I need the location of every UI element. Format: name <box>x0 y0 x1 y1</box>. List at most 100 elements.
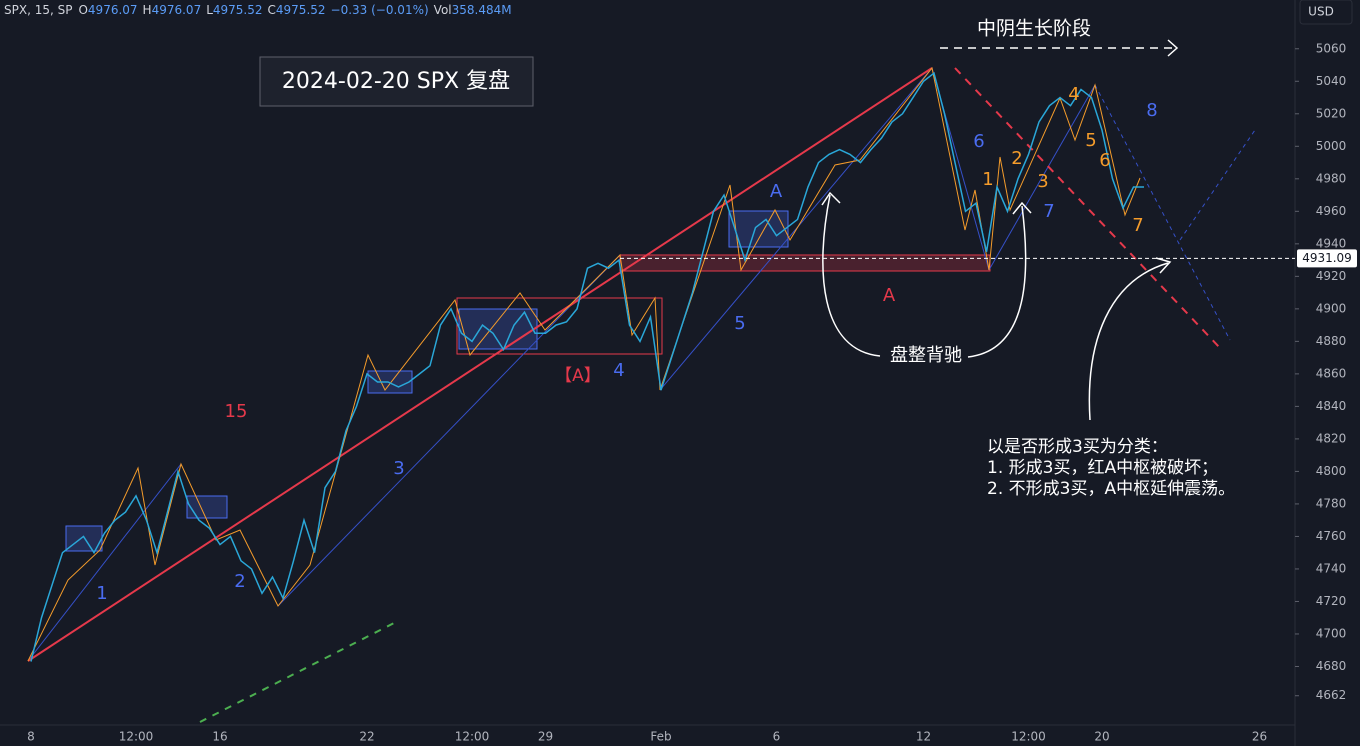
annotation: 3 <box>1037 171 1048 192</box>
y-tick-label: 4662 <box>1316 688 1347 702</box>
x-tick-label: 26 <box>1252 730 1267 744</box>
annotation: 6 <box>973 131 984 152</box>
annotation: 5 <box>734 313 745 334</box>
arrow <box>1088 262 1169 421</box>
trend-line <box>199 620 399 723</box>
annotation: 【A】 <box>555 366 601 386</box>
annotation: 1 <box>96 583 107 604</box>
pivot-box <box>65 525 103 552</box>
ohlc-key: H <box>142 3 152 17</box>
drawings <box>27 39 1256 723</box>
pivot-box <box>367 370 413 394</box>
ohlc-value: 4975.52 <box>212 3 263 17</box>
y-tick-label: 4940 <box>1316 236 1347 250</box>
ohlc-value: 4975.52 <box>275 3 326 17</box>
ohlc-value: −0.33 (−0.01%) <box>330 3 429 17</box>
trend-line <box>1179 129 1256 241</box>
symbol: SPX, 15, SP <box>4 3 73 17</box>
annotation: 盘整背驰 <box>890 345 962 366</box>
x-tick-label: 12 <box>916 730 931 744</box>
price-label-box <box>1297 249 1357 268</box>
y-tick-label: 4820 <box>1316 431 1347 445</box>
annotation: 中阴生长阶段 <box>977 18 1091 40</box>
y-tick-label: 5040 <box>1316 74 1347 88</box>
arrow <box>967 205 1027 358</box>
legend-header: SPX, 15, SP O4976.07 H4976.07 L4975.52 C4975… <box>4 3 517 17</box>
annotation: 8 <box>1146 100 1157 121</box>
pivot-box <box>186 495 228 519</box>
price-label: 4931.09 <box>1302 251 1352 265</box>
y-tick-label: 5060 <box>1316 41 1347 55</box>
pivot-box <box>728 210 789 248</box>
annotation: 5 <box>1085 130 1096 151</box>
y-tick-label: 4680 <box>1316 659 1347 673</box>
trend-line <box>277 254 621 607</box>
x-tick-label: 12:00 <box>119 730 154 744</box>
y-tick-label: 4980 <box>1316 171 1347 185</box>
x-tick-label: Feb <box>650 730 671 744</box>
y-tick-label: 4880 <box>1316 334 1347 348</box>
y-tick-label: 4840 <box>1316 399 1347 413</box>
trend-line <box>27 67 933 662</box>
x-tick-label: 29 <box>538 730 553 744</box>
trend-line <box>988 84 1096 271</box>
y-tick-label: 4860 <box>1316 366 1347 380</box>
annotation: 4 <box>1068 84 1079 105</box>
annotation: A <box>770 181 783 202</box>
ohlc-key: C <box>267 3 276 17</box>
annotation: 7 <box>1132 215 1143 236</box>
y-tick-label: 5020 <box>1316 106 1347 120</box>
ohlc-value: 4976.07 <box>87 3 138 17</box>
x-tick-label: 16 <box>212 730 227 744</box>
annotation: 4 <box>613 360 624 381</box>
arrow-head <box>1155 257 1172 274</box>
annotation: 7 <box>1043 201 1054 222</box>
annotation: 2 <box>1011 148 1022 169</box>
stroke-zigzag <box>27 66 1141 662</box>
annotation: 1 <box>982 169 993 190</box>
x-tick-label: 12:00 <box>1011 730 1046 744</box>
annotation: 3 <box>393 458 404 479</box>
note-line: 2. 不形成3买，A中枢延伸震荡。 <box>987 479 1235 499</box>
y-tick-label: 4740 <box>1316 561 1347 575</box>
arrow-head <box>821 191 841 206</box>
zone <box>619 254 991 272</box>
arrow <box>822 194 881 357</box>
y-tick-label: 5000 <box>1316 139 1347 153</box>
x-tick-label: 6 <box>773 730 781 744</box>
ohlc-value: 358.484M <box>451 3 512 17</box>
price-line <box>30 71 1144 662</box>
title-box <box>259 56 534 107</box>
ohlc-value: 4976.07 <box>151 3 202 17</box>
x-tick-label: 20 <box>1094 730 1109 744</box>
ohlc-key: O <box>78 3 88 17</box>
y-tick-label: 4960 <box>1316 204 1347 218</box>
annotation: 6 <box>1099 150 1110 171</box>
trend-line <box>954 67 1221 349</box>
x-tick-label: 12:00 <box>455 730 490 744</box>
y-tick-label: 4800 <box>1316 464 1347 478</box>
y-tick-label: 4920 <box>1316 269 1347 283</box>
note-line: 以是否形成3买为分类： <box>987 437 1168 457</box>
ohlc-key: Vol <box>433 3 452 17</box>
zone <box>456 297 663 355</box>
y-tick-label: 4760 <box>1316 529 1347 543</box>
annotation: 15 <box>225 401 248 422</box>
x-tick-label: 8 <box>27 730 35 744</box>
trend-line <box>659 67 933 391</box>
annotation: A <box>883 285 896 306</box>
annotation: 2 <box>234 571 245 592</box>
currency-box[interactable] <box>1299 0 1353 25</box>
trend-line <box>27 463 182 662</box>
y-tick-label: 4780 <box>1316 496 1347 510</box>
arrow-head <box>1167 39 1179 57</box>
arrow-head <box>1012 201 1032 215</box>
y-tick-label: 4900 <box>1316 301 1347 315</box>
y-tick-label: 4720 <box>1316 594 1347 608</box>
chart-title: 2024-02-20 SPX 复盘 <box>282 69 510 94</box>
x-tick-label: 22 <box>359 730 374 744</box>
note-line: 1. 形成3买，红A中枢被破坏； <box>987 458 1218 478</box>
trend-line <box>1094 84 1231 341</box>
